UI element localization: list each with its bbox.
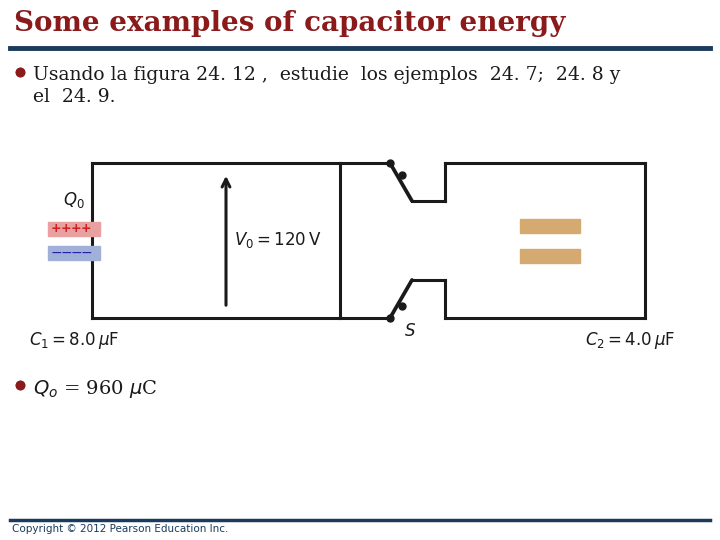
- Text: $C_2 = 4.0\,\mu\mathrm{F}$: $C_2 = 4.0\,\mu\mathrm{F}$: [585, 330, 675, 351]
- Text: $C_1 = 8.0\,\mu\mathrm{F}$: $C_1 = 8.0\,\mu\mathrm{F}$: [29, 330, 119, 351]
- Text: +: +: [71, 222, 81, 235]
- Bar: [520, 248, 580, 262]
- Text: Copyright © 2012 Pearson Education Inc.: Copyright © 2012 Pearson Education Inc.: [12, 524, 228, 534]
- Text: −: −: [80, 246, 92, 260]
- Text: $Q_o$ = 960 $\mu$C: $Q_o$ = 960 $\mu$C: [33, 378, 158, 400]
- Text: $Q_0$: $Q_0$: [63, 190, 85, 210]
- Text: −: −: [60, 246, 72, 260]
- Text: $S$: $S$: [404, 323, 416, 340]
- Text: Usando la figura 24. 12 ,  estudie  los ejemplos  24. 7;  24. 8 y: Usando la figura 24. 12 , estudie los ej…: [33, 66, 621, 84]
- Text: Some examples of capacitor energy: Some examples of capacitor energy: [14, 10, 565, 37]
- Text: −: −: [50, 246, 62, 260]
- Text: +: +: [50, 222, 61, 235]
- Bar: [48, 246, 100, 260]
- Text: el  24. 9.: el 24. 9.: [33, 88, 115, 106]
- Bar: [520, 219, 580, 233]
- Text: +: +: [60, 222, 71, 235]
- Text: $V_0 = 120\,\mathrm{V}$: $V_0 = 120\,\mathrm{V}$: [234, 231, 321, 251]
- Text: +: +: [81, 222, 91, 235]
- Bar: [48, 221, 100, 235]
- Text: −: −: [70, 246, 82, 260]
